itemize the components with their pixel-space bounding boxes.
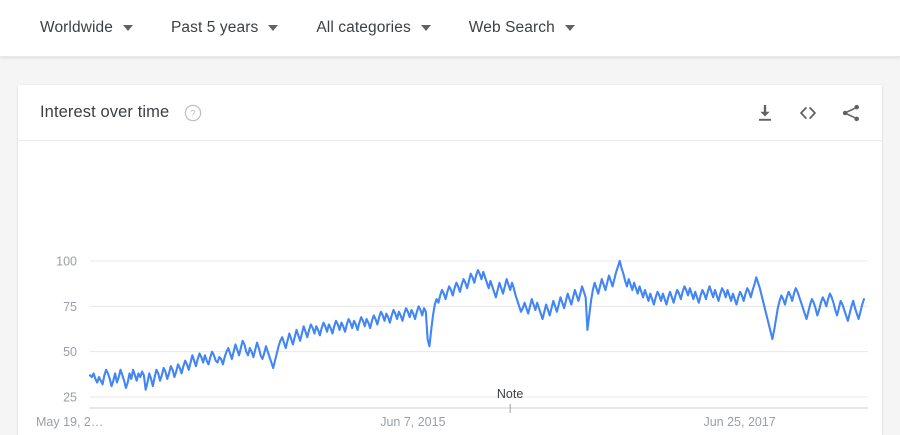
chart-area[interactable]: 25 50 75 100 May 19, 2… Jun 7, 2015 Jun 25, 20… — [18, 141, 882, 434]
card-header: Interest over time ? — [18, 85, 882, 141]
filter-search-type-label: Web Search — [468, 19, 555, 36]
filter-time-range[interactable]: Past 5 years — [170, 19, 279, 37]
series-line-search-interest[interactable] — [88, 259, 866, 391]
chevron-down-icon — [268, 25, 279, 31]
page-title: Interest over time — [40, 103, 170, 121]
share-icon[interactable] — [840, 102, 862, 124]
filter-time-range-label: Past 5 years — [170, 19, 259, 36]
chevron-down-icon — [122, 25, 133, 31]
filter-search-type[interactable]: Web Search — [469, 19, 575, 37]
x-axis-tick-label: Jun 25, 2017 — [703, 415, 775, 429]
filter-location-label: Worldwide — [40, 19, 113, 36]
chevron-down-icon — [564, 25, 575, 31]
help-circle-icon[interactable]: ? — [184, 104, 202, 122]
interest-over-time-card: Interest over time ? — [18, 85, 882, 435]
y-axis-tick-label: 75 — [63, 300, 77, 314]
x-axis-tick-label: Jun 7, 2015 — [380, 415, 445, 429]
svg-text:?: ? — [191, 108, 196, 118]
y-axis-tick-label: 100 — [56, 255, 77, 269]
x-axis-tick-label: May 19, 2… — [36, 415, 103, 429]
filter-location[interactable]: Worldwide — [40, 19, 133, 37]
y-axis-tick-label: 50 — [63, 345, 77, 359]
note-annotation-label[interactable]: Note — [497, 387, 523, 401]
download-icon[interactable] — [754, 102, 776, 124]
filter-category-label: All categories — [316, 19, 411, 36]
filters-toolbar: Worldwide Past 5 years All categories We… — [0, 0, 900, 57]
card-actions — [733, 102, 862, 124]
y-axis-tick-label: 25 — [63, 391, 77, 405]
code-brackets-icon[interactable] — [797, 102, 819, 124]
filter-category[interactable]: All categories — [316, 19, 431, 37]
chevron-down-icon — [420, 25, 431, 31]
interest-over-time-chart[interactable]: 25 50 75 100 May 19, 2… Jun 7, 2015 Jun 25, 20… — [18, 141, 882, 434]
